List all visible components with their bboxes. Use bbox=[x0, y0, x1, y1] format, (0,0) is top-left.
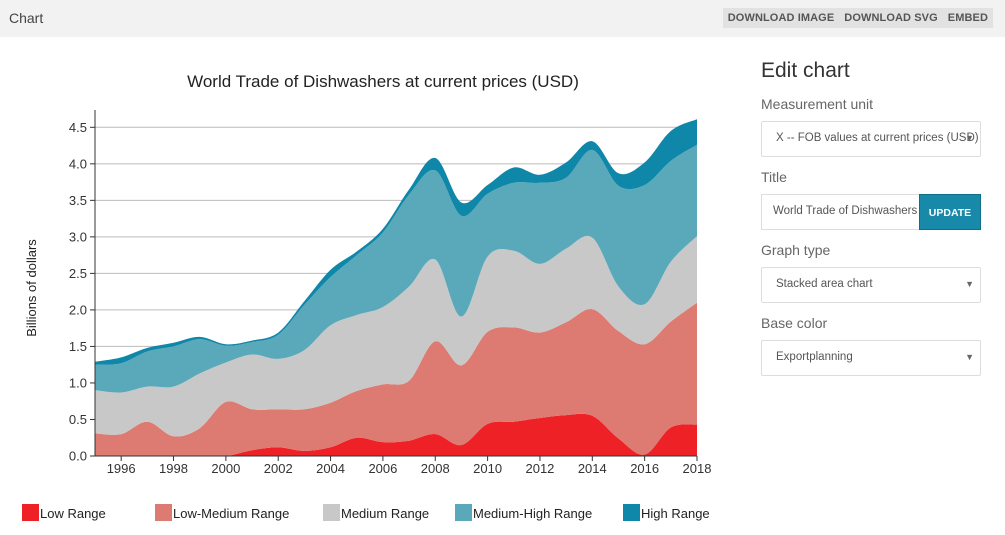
x-tick-label: 2006 bbox=[368, 461, 397, 476]
legend-swatch bbox=[22, 504, 39, 521]
x-tick-label: 2016 bbox=[630, 461, 659, 476]
y-tick-label: 1.0 bbox=[69, 375, 87, 390]
y-axis-label: Billions of dollars bbox=[24, 239, 39, 337]
chevron-down-icon: ▼ bbox=[965, 279, 974, 289]
x-tick-label: 2018 bbox=[683, 461, 712, 476]
area-high-range bbox=[95, 119, 697, 365]
base-color-value: Exportplanning bbox=[776, 351, 853, 363]
legend-label: High Range bbox=[641, 506, 710, 521]
area-medium-high-range bbox=[95, 144, 697, 393]
y-tick-label: 2.5 bbox=[69, 266, 87, 281]
stacked-area-chart: World Trade of Dishwashers at current pr… bbox=[22, 72, 712, 521]
embed-button[interactable]: EMBED bbox=[947, 12, 988, 24]
y-tick-label: 4.0 bbox=[69, 156, 87, 171]
legend-label: Low-Medium Range bbox=[173, 506, 289, 521]
y-tick-label: 3.5 bbox=[69, 193, 87, 208]
base-color-label: Base color bbox=[761, 315, 828, 331]
title-label: Title bbox=[761, 169, 787, 185]
x-tick-label: 2000 bbox=[211, 461, 240, 476]
area-medium-range bbox=[95, 235, 697, 437]
x-tick-label: 2014 bbox=[578, 461, 607, 476]
legend-swatch bbox=[155, 504, 172, 521]
title-input[interactable]: World Trade of Dishwashers at current pr… bbox=[761, 194, 919, 230]
x-tick-label: 2010 bbox=[473, 461, 502, 476]
legend-swatch bbox=[323, 504, 340, 521]
graph-type-label: Graph type bbox=[761, 242, 831, 258]
legend-swatch bbox=[455, 504, 472, 521]
x-tick-label: 2004 bbox=[316, 461, 345, 476]
x-tick-label: 1998 bbox=[159, 461, 188, 476]
edit-chart-heading: Edit chart bbox=[761, 59, 850, 82]
export-actions: DOWNLOAD IMAGE DOWNLOAD SVG EMBED bbox=[722, 8, 993, 28]
graph-type-select[interactable]: Stacked area chart ▼ bbox=[761, 267, 981, 303]
measurement-unit-value: X -- FOB values at current prices (USD) bbox=[776, 132, 979, 144]
chevron-down-icon: ▼ bbox=[965, 352, 974, 362]
x-tick-label: 2012 bbox=[525, 461, 554, 476]
update-button[interactable]: UPDATE bbox=[919, 194, 981, 230]
title-input-row: World Trade of Dishwashers at current pr… bbox=[761, 194, 981, 230]
download-svg-button[interactable]: DOWNLOAD SVG bbox=[844, 12, 938, 24]
chevron-down-icon: ▼ bbox=[965, 133, 974, 143]
area-low-medium-range bbox=[95, 302, 697, 457]
x-tick-label: 1996 bbox=[107, 461, 136, 476]
area-low-range bbox=[95, 413, 697, 457]
legend-swatch bbox=[623, 504, 640, 521]
chart-title: World Trade of Dishwashers at current pr… bbox=[187, 72, 579, 91]
y-tick-label: 0.5 bbox=[69, 412, 87, 427]
y-tick-label: 0.0 bbox=[69, 449, 87, 464]
y-tick-label: 4.5 bbox=[69, 120, 87, 135]
y-tick-label: 2.0 bbox=[69, 302, 87, 317]
y-tick-label: 3.0 bbox=[69, 229, 87, 244]
measurement-unit-select[interactable]: X -- FOB values at current prices (USD) … bbox=[761, 121, 981, 157]
edit-chart-panel: Edit chart Measurement unit X -- FOB val… bbox=[761, 58, 981, 376]
base-color-select[interactable]: Exportplanning ▼ bbox=[761, 340, 981, 376]
x-tick-label: 2002 bbox=[264, 461, 293, 476]
graph-type-value: Stacked area chart bbox=[776, 278, 873, 290]
top-bar: Chart DOWNLOAD IMAGE DOWNLOAD SVG EMBED bbox=[0, 0, 1005, 37]
measurement-unit-label: Measurement unit bbox=[761, 96, 874, 112]
app-title: Chart bbox=[9, 10, 44, 26]
legend-label: Medium Range bbox=[341, 506, 429, 521]
legend-label: Medium-High Range bbox=[473, 506, 592, 521]
x-tick-label: 2008 bbox=[421, 461, 450, 476]
legend-label: Low Range bbox=[40, 506, 106, 521]
y-tick-label: 1.5 bbox=[69, 339, 87, 354]
download-image-button[interactable]: DOWNLOAD IMAGE bbox=[727, 12, 835, 24]
